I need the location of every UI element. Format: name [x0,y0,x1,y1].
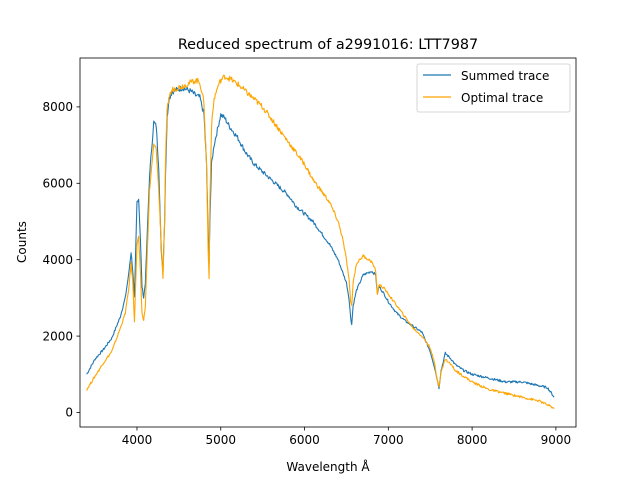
plot-area-frame [79,57,577,428]
legend-frame [416,63,571,113]
x-tick-label: 4000 [122,433,153,447]
x-tick-label: 7000 [373,433,404,447]
legend-label-summed-trace: Summed trace [461,69,549,83]
y-axis-ticks: 0 2000 4000 6000 8000 [42,100,80,420]
y-tick-label: 2000 [42,329,73,343]
x-tick-label: 9000 [541,433,572,447]
y-tick-label: 8000 [42,100,73,114]
x-axis-ticks: 4000 5000 6000 7000 8000 9000 [122,427,571,447]
chart-title: Reduced spectrum of a2991016: LTT7987 [178,37,478,53]
legend-label-optimal-trace: Optimal trace [461,91,543,105]
y-tick-label: 0 [65,406,73,420]
y-tick-label: 6000 [42,176,73,190]
series-line-optimal-trace [86,74,555,410]
x-axis-label: Wavelength Å [286,459,370,474]
x-tick-label: 8000 [457,433,488,447]
x-tick-label: 6000 [289,433,320,447]
y-tick-label: 4000 [42,253,73,267]
legend: Summed trace Optimal trace [416,63,571,113]
y-axis-label: Counts [15,221,29,263]
x-tick-label: 5000 [205,433,236,447]
series-layer [86,74,555,410]
